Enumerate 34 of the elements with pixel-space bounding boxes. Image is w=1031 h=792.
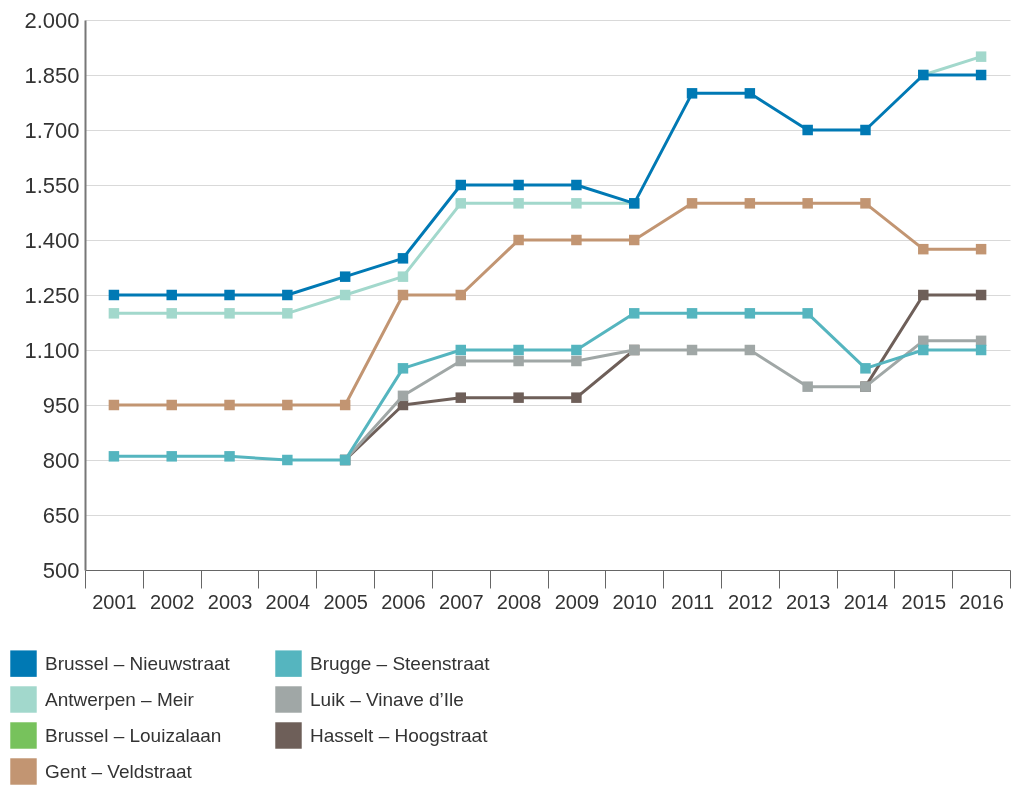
legend-label: Brussel – Nieuwstraat — [45, 652, 231, 674]
x-tick-label: 2016 — [959, 590, 1004, 613]
x-tick-label: 2006 — [381, 590, 426, 613]
y-tick-label: 1.700 — [24, 117, 80, 143]
y-tick-label: 1.100 — [24, 337, 80, 363]
x-tick-label: 2013 — [785, 590, 831, 613]
y-tick-label: 1.550 — [24, 172, 80, 198]
legend-label: Hasselt – Hoogstraat — [310, 724, 489, 746]
y-tick-label: 950 — [42, 392, 80, 418]
x-tick-label: 2015 — [901, 590, 947, 613]
y-tick-label: 2.000 — [24, 7, 80, 33]
x-tick-label: 2002 — [149, 590, 195, 613]
legend-label: Luik – Vinave d’Ile — [310, 688, 464, 710]
y-tick-label: 650 — [42, 502, 80, 528]
y-tick-label: 1.250 — [24, 282, 80, 308]
x-tick-label: 2014 — [843, 590, 889, 613]
y-tick-label: 1.400 — [24, 227, 80, 253]
x-tick-label: 2012 — [728, 590, 773, 613]
y-tick-label: 800 — [42, 447, 80, 473]
x-tick-label: 2007 — [439, 590, 484, 613]
legend-label: Antwerpen – Meir — [45, 688, 195, 710]
legend-label: Gent – Veldstraat — [45, 760, 193, 782]
y-tick-label: 1.850 — [24, 62, 80, 88]
legend-label: Brugge – Steenstraat — [310, 652, 491, 674]
legend-label: Brussel – Louizalaan — [45, 724, 222, 746]
x-tick-label: 2008 — [496, 590, 542, 613]
x-tick-label: 2011 — [671, 590, 715, 613]
x-tick-label: 2010 — [612, 590, 657, 613]
x-tick-label: 2005 — [323, 590, 368, 613]
x-tick-label: 2009 — [554, 590, 600, 613]
y-tick-label: 500 — [42, 557, 80, 583]
x-tick-label: 2004 — [265, 590, 311, 613]
x-tick-label: 2003 — [207, 590, 253, 613]
x-tick-label: 2001 — [92, 590, 137, 613]
